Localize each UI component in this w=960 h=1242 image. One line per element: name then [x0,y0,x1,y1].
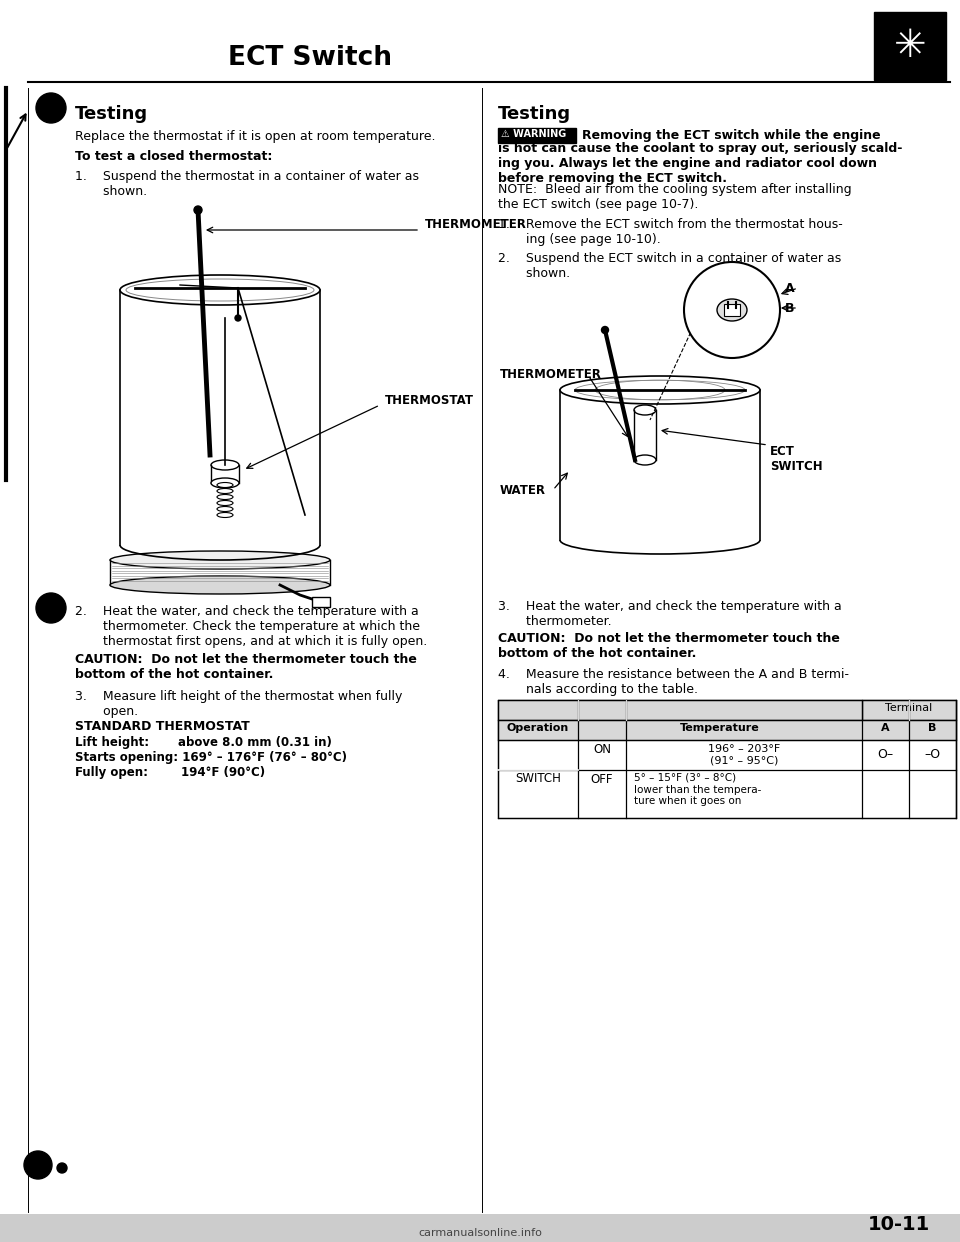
Text: 2.    Suspend the ECT switch in a container of water as
       shown.: 2. Suspend the ECT switch in a container… [498,252,841,279]
Text: –O: –O [924,748,941,761]
Text: CAUTION:  Do not let the thermometer touch the
bottom of the hot container.: CAUTION: Do not let the thermometer touc… [75,653,417,681]
Bar [0,1213,960,1242]
Ellipse shape [717,299,747,320]
Circle shape [36,592,66,623]
Text: STANDARD THERMOSTAT: STANDARD THERMOSTAT [75,720,250,733]
Ellipse shape [560,376,760,404]
Text: Testing: Testing [498,106,571,123]
Bar [498,700,862,720]
Ellipse shape [211,478,239,488]
Text: THERMOMETER: THERMOMETER [425,219,527,231]
Text: 10-11: 10-11 [868,1215,930,1235]
Text: ON: ON [593,743,611,756]
Bar [498,128,576,143]
Text: Replace the thermostat if it is open at room temperature.: Replace the thermostat if it is open at … [75,130,436,143]
Text: 3.    Measure lift height of the thermostat when fully
       open.: 3. Measure lift height of the thermostat… [75,691,402,718]
Text: 1.    Remove the ECT switch from the thermostat hous-
       ing (see page 10-10: 1. Remove the ECT switch from the thermo… [498,219,843,246]
Text: 5° – 15°F (3° – 8°C)
lower than the tempera-
ture when it goes on: 5° – 15°F (3° – 8°C) lower than the temp… [634,773,761,806]
Circle shape [24,1151,52,1179]
Bar [724,304,740,315]
Text: Fully open:        194°F (90°C): Fully open: 194°F (90°C) [75,766,265,779]
Text: Lift height:       above 8.0 mm (0.31 in): Lift height: above 8.0 mm (0.31 in) [75,737,332,749]
Text: Operation: Operation [507,723,569,733]
Text: 1.    Suspend the thermostat in a container of water as
       shown.: 1. Suspend the thermostat in a container… [75,170,419,197]
Circle shape [602,327,609,334]
Text: 196° – 203°F
(91° – 95°C): 196° – 203°F (91° – 95°C) [708,744,780,765]
Bar [874,12,946,79]
Text: 4.    Measure the resistance between the A and B termi-
       nals according to: 4. Measure the resistance between the A … [498,668,849,696]
Text: Terminal: Terminal [885,703,932,713]
Circle shape [194,206,202,214]
Ellipse shape [211,460,239,469]
Circle shape [684,262,780,358]
Text: THERMOMETER: THERMOMETER [500,369,602,381]
Circle shape [57,1163,67,1172]
Text: CAUTION:  Do not let the thermometer touch the
bottom of the hot container.: CAUTION: Do not let the thermometer touc… [498,632,840,660]
Text: To test a closed thermostat:: To test a closed thermostat: [75,150,273,163]
Text: Starts opening: 169° – 176°F (76° – 80°C): Starts opening: 169° – 176°F (76° – 80°C… [75,751,347,764]
Bar [862,700,956,720]
Text: WATER: WATER [500,483,546,497]
Ellipse shape [110,576,330,594]
Bar [498,700,956,818]
Text: SWITCH: SWITCH [516,773,561,785]
Ellipse shape [110,551,330,569]
Ellipse shape [120,274,320,306]
Bar [312,597,330,607]
Text: OFF: OFF [590,773,613,786]
Ellipse shape [634,455,656,465]
Ellipse shape [634,405,656,415]
Text: ECT Switch: ECT Switch [228,45,392,71]
Text: Removing the ECT switch while the engine: Removing the ECT switch while the engine [582,129,880,142]
Bar [498,720,956,740]
Text: B: B [928,723,937,733]
Text: 3.    Heat the water, and check the temperature with a
       thermometer.: 3. Heat the water, and check the tempera… [498,600,842,628]
Text: Testing: Testing [75,106,148,123]
Circle shape [235,315,241,320]
Text: Temperature: Temperature [680,723,760,733]
Text: carmanualsonline.info: carmanualsonline.info [418,1228,542,1238]
Text: A: A [881,723,890,733]
Circle shape [36,93,66,123]
Text: ECT
SWITCH: ECT SWITCH [770,445,823,473]
Text: ✳: ✳ [894,27,926,65]
Text: NOTE:  Bleed air from the cooling system after installing
the ECT switch (see pa: NOTE: Bleed air from the cooling system … [498,183,852,211]
Text: is hot can cause the coolant to spray out, seriously scald-
ing you. Always let : is hot can cause the coolant to spray ou… [498,142,902,185]
Text: ⚠ WARNING: ⚠ WARNING [501,129,566,139]
Text: A: A [785,282,795,294]
Text: 2.    Heat the water, and check the temperature with a
       thermometer. Check: 2. Heat the water, and check the tempera… [75,605,427,648]
Text: B: B [785,302,795,314]
Text: O–: O– [877,748,894,761]
Text: THERMOSTAT: THERMOSTAT [385,394,474,406]
